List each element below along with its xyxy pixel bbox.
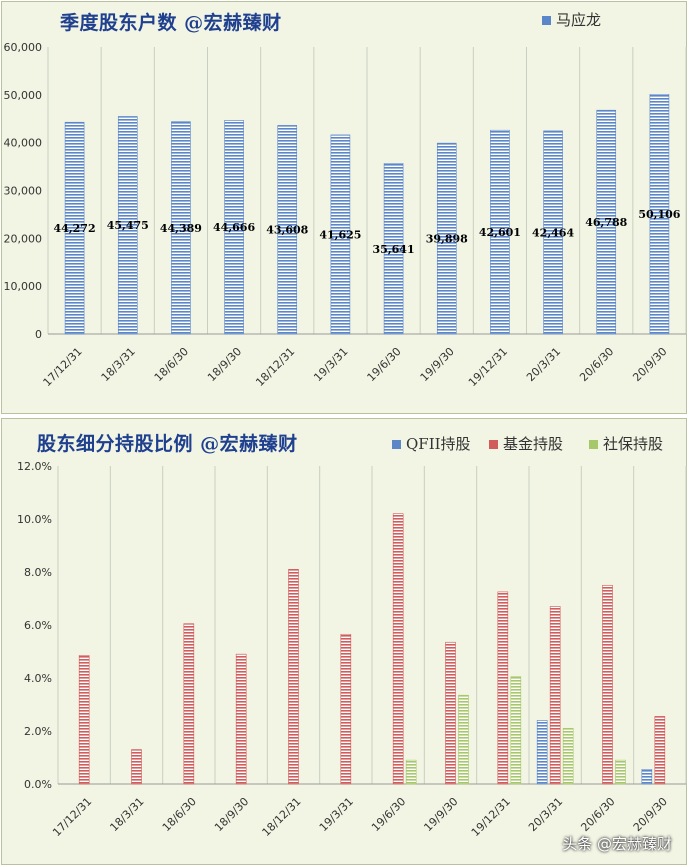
y-tick-label: 30,000 <box>4 185 43 198</box>
holding-ratio-chart: 0.0% 2.0% 4.0% 6.0% 8.0% 10.0% 12.0% 17/12/31 18… <box>17 435 687 839</box>
legend-label: QFII持股 <box>406 435 471 453</box>
y-tick-label: 60,000 <box>4 41 43 54</box>
x-tick-label: 19/9/30 <box>418 345 457 384</box>
y-tick-label: 2.0% <box>24 725 52 738</box>
data-label: 50,106 <box>638 208 680 221</box>
x-tick-label: 20/3/31 <box>524 345 563 384</box>
bar <box>602 584 613 785</box>
bar <box>536 720 548 785</box>
x-tick-label: 18/9/30 <box>205 345 244 384</box>
holding-ratio-panel: 股东细分持股比例 @宏赫臻财 0.0% 2.0% 4.0% 6.0% 8.0% 10.0%… <box>1 418 687 865</box>
data-label: 45,475 <box>107 219 149 232</box>
bar <box>654 716 666 785</box>
y-tick-label: 10.0% <box>17 513 52 526</box>
bar <box>458 694 469 785</box>
data-label: 41,625 <box>319 228 361 241</box>
x-tick-label: 20/3/31 <box>526 795 565 834</box>
bar <box>224 120 244 335</box>
bar <box>490 129 510 335</box>
legend-label: 基金持股 <box>503 435 563 453</box>
x-tick-label: 18/12/31 <box>253 345 297 389</box>
data-label: 42,464 <box>532 226 574 239</box>
shareholder-count-chart: 0 10,000 20,000 30,000 40,000 50,000 60,000 17/… <box>4 11 687 389</box>
x-tick-label: 19/12/31 <box>469 795 513 839</box>
y-tick-label: 12.0% <box>17 460 52 473</box>
x-tick-label: 19/3/31 <box>311 345 350 384</box>
y-tick-label: 0.0% <box>24 778 52 791</box>
bar <box>277 125 298 335</box>
data-label: 44,666 <box>213 221 255 234</box>
bar <box>171 121 191 335</box>
bar <box>641 769 653 785</box>
bar <box>562 728 574 785</box>
bar <box>436 142 457 335</box>
x-tick-label: 19/6/30 <box>365 345 404 384</box>
x-tick-label: 18/6/30 <box>152 345 191 384</box>
bar <box>235 653 247 785</box>
chart-title: 季度股东户数 @宏赫臻财 <box>60 12 282 34</box>
bar <box>510 676 522 785</box>
x-tick-label: 18/9/30 <box>212 795 251 834</box>
x-tick-label: 18/6/30 <box>160 795 199 834</box>
y-tick-label: 50,000 <box>4 89 43 102</box>
bar <box>78 655 90 785</box>
x-tick-label: 17/12/31 <box>41 345 85 389</box>
bar <box>445 641 456 785</box>
x-tick-label: 20/6/30 <box>578 795 617 834</box>
bar <box>131 749 142 785</box>
data-label: 43,608 <box>266 224 308 237</box>
bar <box>615 759 626 785</box>
x-tick-label: 18/3/31 <box>107 795 146 834</box>
bar <box>649 94 670 335</box>
shareholder-count-panel: 季度股东户数 @宏赫臻财 0 10,000 20,000 30,000 40,000 50… <box>1 1 687 414</box>
data-label: 39,898 <box>426 233 468 246</box>
y-tick-label: 40,000 <box>4 137 43 150</box>
bar <box>330 134 351 335</box>
y-tick-label: 20,000 <box>4 232 43 245</box>
data-label: 46,788 <box>585 216 627 229</box>
x-tick-label: 18/12/31 <box>259 795 303 839</box>
data-label: 35,641 <box>373 243 415 256</box>
y-tick-label: 8.0% <box>24 566 52 579</box>
x-tick-label: 19/12/31 <box>466 345 510 389</box>
data-label: 42,601 <box>479 226 521 239</box>
bar <box>117 116 138 335</box>
legend-swatch <box>589 440 598 449</box>
x-tick-label: 19/3/31 <box>317 795 356 834</box>
x-tick-label: 18/3/31 <box>99 345 138 384</box>
x-tick-label: 17/12/31 <box>50 795 94 839</box>
chart-title: 股东细分持股比例 @宏赫臻财 <box>37 433 298 455</box>
bar <box>543 130 563 335</box>
data-label: 44,389 <box>160 222 202 235</box>
bar <box>183 623 195 785</box>
legend-swatch <box>542 16 551 25</box>
bar <box>405 759 417 785</box>
x-tick-label: 20/9/30 <box>630 345 669 384</box>
bar <box>340 633 352 785</box>
y-tick-label: 10,000 <box>4 280 43 293</box>
x-tick-label: 20/9/30 <box>631 795 670 834</box>
y-tick-label: 6.0% <box>24 619 52 632</box>
x-tick-label: 20/6/30 <box>577 345 616 384</box>
bar <box>549 606 561 785</box>
legend-label: 马应龙 <box>556 11 601 29</box>
y-tick-label: 0 <box>35 328 42 341</box>
legend-swatch <box>489 440 498 449</box>
legend-label: 社保持股 <box>603 435 663 453</box>
watermark: 头条 @宏赫臻财 <box>562 835 672 853</box>
bar <box>392 513 404 785</box>
bar <box>288 569 299 785</box>
data-label: 44,272 <box>54 222 96 235</box>
bar <box>596 109 617 335</box>
x-tick-label: 19/6/30 <box>369 795 408 834</box>
legend-swatch <box>392 440 401 449</box>
y-tick-label: 4.0% <box>24 672 52 685</box>
x-tick-label: 19/9/30 <box>421 795 460 834</box>
bar <box>497 591 509 785</box>
bar <box>64 121 85 335</box>
bar <box>383 163 404 335</box>
